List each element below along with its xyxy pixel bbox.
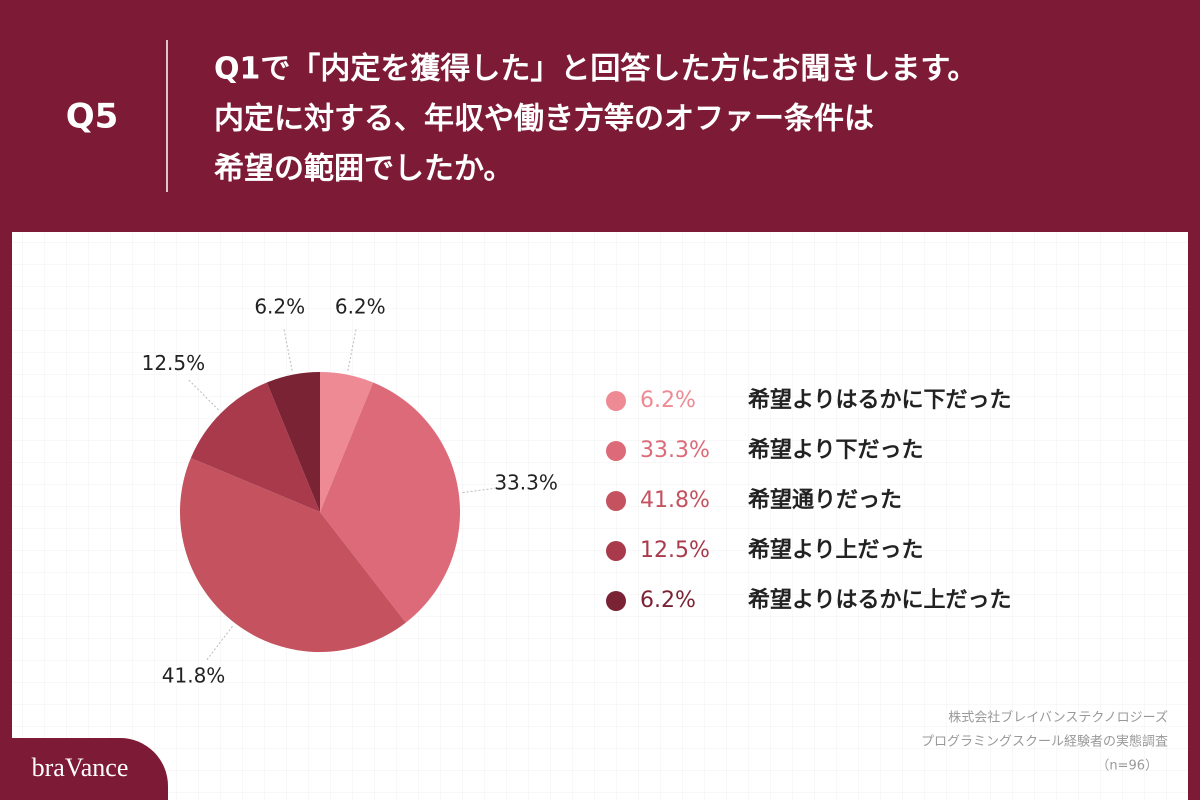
title: Q1で「内定を獲得した」と回答した方にお聞きします。内定に対する、年収や働き方等…	[214, 52, 977, 187]
logo: braVance	[32, 753, 129, 782]
legend-value: 6.2%	[640, 388, 696, 413]
leader-line	[347, 327, 357, 371]
source-line: プログラミングスクール経験者の実態調査	[921, 734, 1168, 750]
legend-swatch	[606, 591, 626, 611]
legend-label: 希望より上だった	[748, 537, 924, 563]
pie-slice	[190, 382, 320, 512]
legend-label: 希望通りだった	[748, 487, 902, 513]
slice-label: 41.8%	[162, 664, 226, 688]
legend-swatch	[606, 391, 626, 411]
legend-swatch	[606, 491, 626, 511]
pie-slice	[266, 372, 320, 512]
legend-label: 希望より下だった	[748, 437, 924, 463]
legend-swatch	[606, 441, 626, 461]
slice-label: 12.5%	[142, 351, 206, 375]
logo-tab	[0, 738, 168, 800]
legend-value: 6.2%	[640, 588, 696, 613]
leader-line	[283, 327, 293, 371]
source-line: 株式会社ブレイバンステクノロジーズ	[948, 710, 1168, 726]
legend-value: 33.3%	[640, 438, 710, 463]
slice-label: 6.2%	[254, 294, 305, 318]
question-number: Q5	[66, 97, 119, 137]
source-line: （n=96）	[1096, 759, 1158, 774]
slice-label: 6.2%	[335, 294, 386, 318]
title-line: 希望の範囲でしたか。	[214, 152, 513, 187]
slice-label: 33.3%	[494, 470, 558, 494]
leader-line	[462, 486, 507, 494]
pie-chart: 6.2% 33.3% 41.8% 12.5% 6.2%	[142, 294, 558, 687]
legend-label: 希望よりはるかに上だった	[748, 587, 1012, 613]
legend-swatch	[606, 541, 626, 561]
pie-slice	[180, 458, 406, 652]
legend-value: 12.5%	[640, 538, 710, 563]
legend: 6.2% 希望よりはるかに下だった 33.3% 希望より下だった 41.8% 希望通りだっ…	[606, 387, 1012, 613]
pie-slice	[320, 382, 460, 623]
title-line: 内定に対する、年収や働き方等のオファー条件は	[214, 102, 874, 137]
pie-slice	[320, 372, 374, 512]
legend-label: 希望よりはるかに下だった	[748, 387, 1012, 413]
legend-value: 41.8%	[640, 488, 710, 513]
title-line: Q1で「内定を獲得した」と回答した方にお聞きします。	[214, 52, 977, 87]
leader-line	[205, 626, 233, 662]
leader-line	[187, 378, 219, 411]
